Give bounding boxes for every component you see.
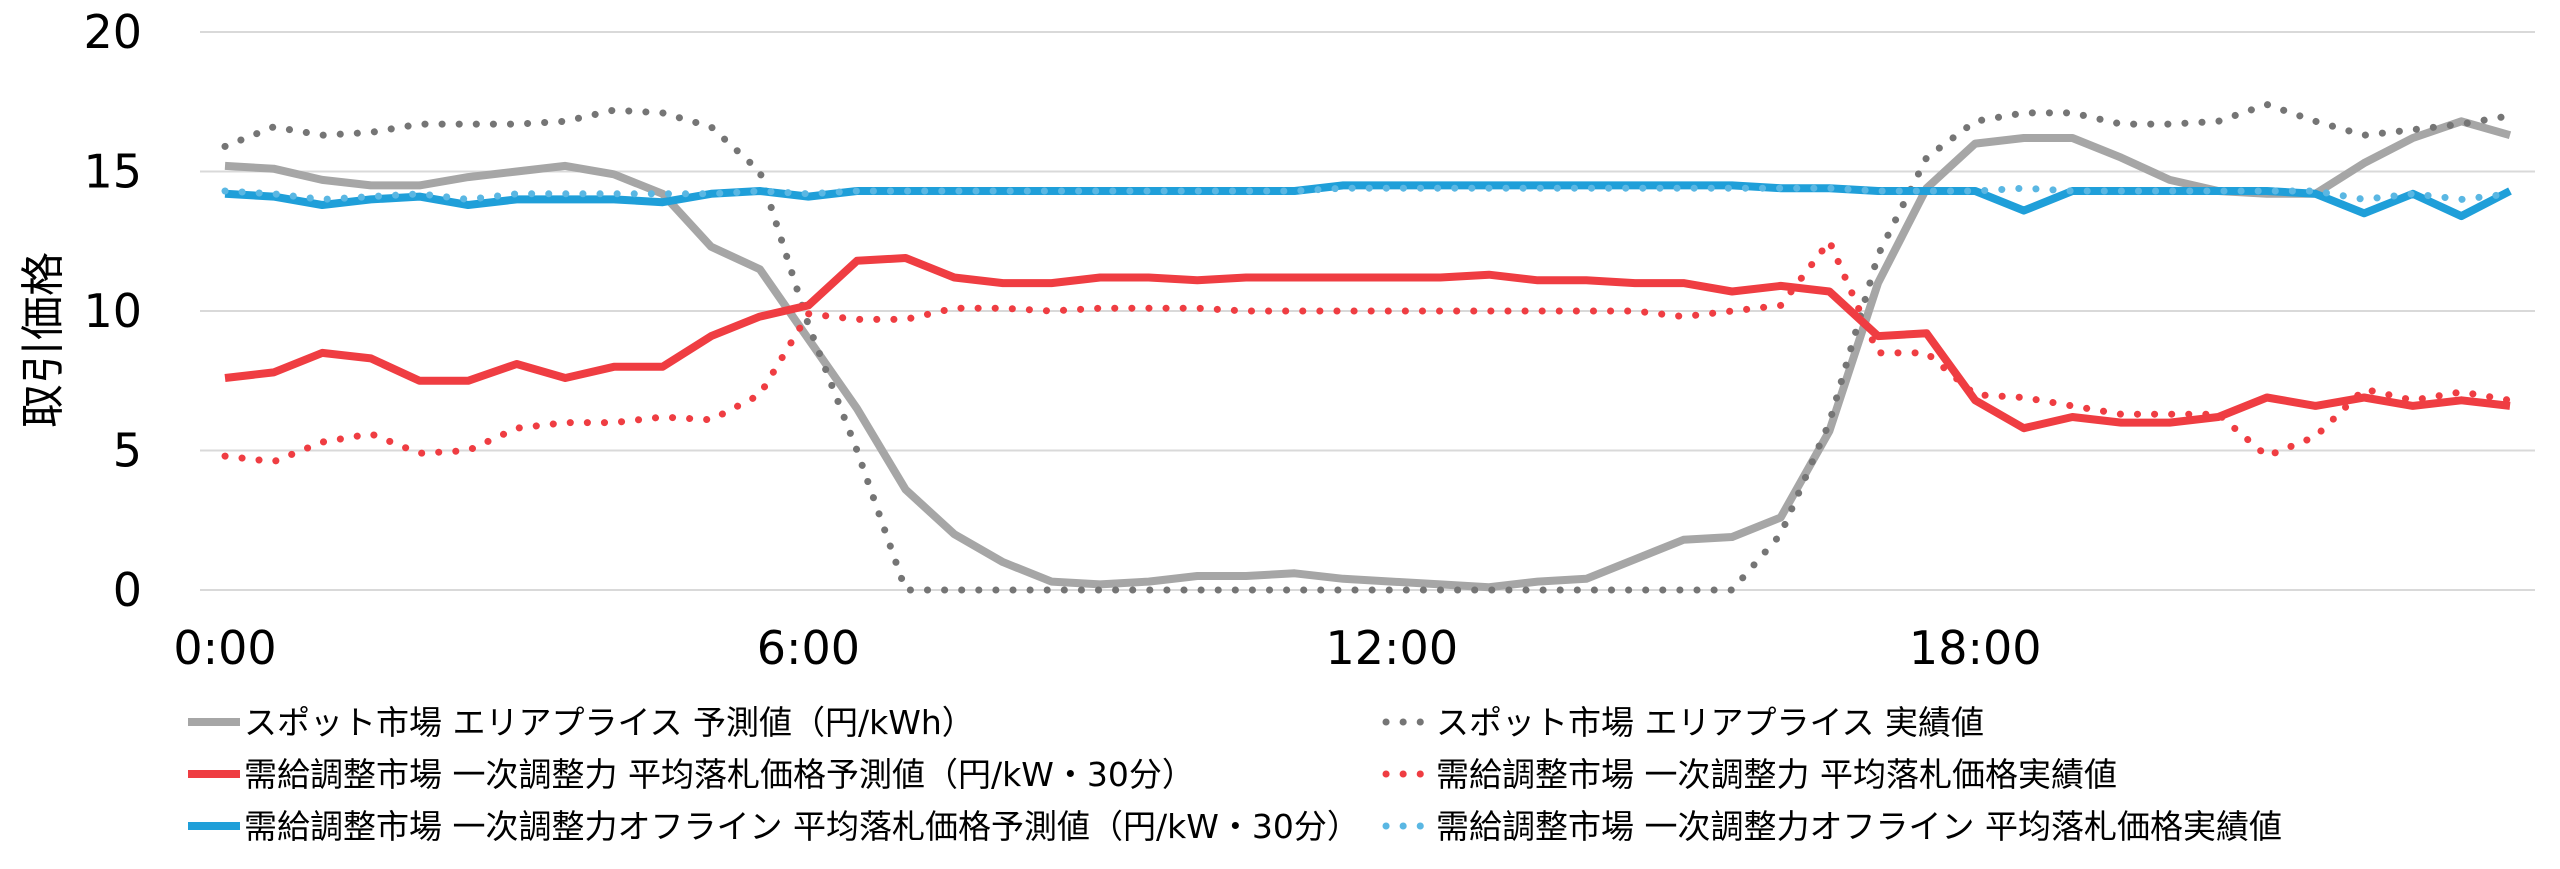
x-tick-label: 18:00 [1909, 621, 2042, 675]
legend-item-3: 需給調整市場 一次調整力 平均落札価格実績値 [1382, 755, 2117, 794]
y-tick-label: 20 [83, 5, 142, 59]
legend-label: 需給調整市場 一次調整力オフライン 平均落札価格予測値（円/kW・30分） [244, 807, 1360, 846]
legend-label: 需給調整市場 一次調整力 平均落札価格予測値（円/kW・30分） [244, 755, 1195, 794]
legend-item-0: スポット市場 エリアプライス 予測値（円/kWh） [188, 703, 975, 742]
legend-label: 需給調整市場 一次調整力オフライン 平均落札価格実績値 [1436, 807, 2282, 846]
x-tick-label: 0:00 [173, 621, 276, 675]
y-tick-label: 5 [113, 424, 142, 478]
y-axis-label: 取引価格 [18, 252, 69, 428]
legend-label: スポット市場 エリアプライス 実績値 [1436, 703, 1984, 742]
legend-label: 需給調整市場 一次調整力 平均落札価格実績値 [1436, 755, 2117, 794]
legend-item-5: 需給調整市場 一次調整力オフライン 平均落札価格実績値 [1382, 807, 2282, 846]
grid-lines [200, 31, 2535, 591]
x-tick-label: 12:00 [1326, 621, 1459, 675]
y-tick-label: 10 [83, 284, 142, 338]
x-axis-ticks: 0:00 6:00 12:00 18:00 [173, 621, 2041, 675]
x-tick-label: 6:00 [757, 621, 860, 675]
y-axis-ticks: 0 5 10 15 20 [83, 5, 142, 617]
y-tick-label: 0 [113, 563, 142, 617]
y-tick-label: 15 [83, 145, 142, 199]
series-line-3 [221, 237, 2514, 466]
legend-item-4: 需給調整市場 一次調整力オフライン 平均落札価格予測値（円/kW・30分） [188, 807, 1360, 846]
legend-item-1: スポット市場 エリアプライス 実績値 [1382, 703, 1984, 742]
legend: スポット市場 エリアプライス 予測値（円/kWh） スポット市場 エリアプライス … [188, 703, 2282, 846]
legend-item-2: 需給調整市場 一次調整力 平均落札価格予測値（円/kW・30分） [188, 755, 1195, 794]
legend-label: スポット市場 エリアプライス 予測値（円/kWh） [244, 703, 975, 742]
series-line-0 [224, 117, 2512, 592]
series-lines [221, 101, 2514, 594]
series-line-2 [224, 254, 2511, 433]
series-line-5 [221, 184, 2514, 203]
